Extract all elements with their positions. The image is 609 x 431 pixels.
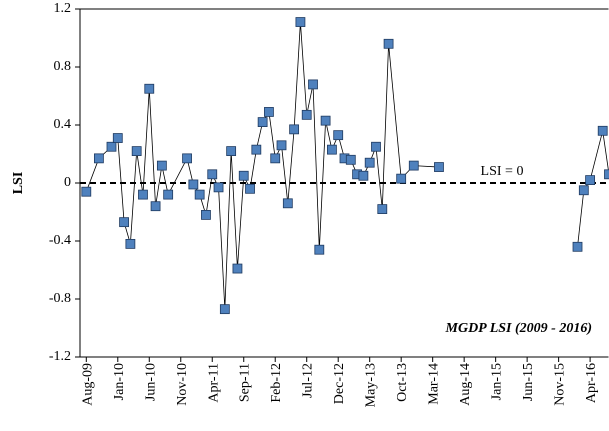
data-marker [358,170,369,181]
x-tick-label: Jun-15 [521,363,536,401]
x-tick-label: Jul-12 [301,363,316,398]
y-tick-label: 1.2 [54,1,72,16]
x-tick-label: May-13 [364,363,379,407]
data-marker [213,182,224,193]
data-marker [572,241,583,252]
data-marker [377,204,388,215]
data-marker [314,244,325,255]
x-tick-label: Aug-09 [80,363,95,406]
data-marker [182,153,192,164]
data-marker [232,263,243,274]
x-tick-label: Jun-10 [143,363,158,401]
y-tick-label: -0.4 [49,233,71,248]
data-marker [276,140,287,151]
data-marker [408,160,419,171]
zero-annotation: LSI = 0 [481,164,524,179]
data-marker [320,115,331,126]
x-tick-label: Dec-12 [332,363,347,404]
x-tick-label: Jan-15 [490,363,505,400]
y-tick-label: 0 [64,175,71,190]
x-tick-label: Sep-11 [238,363,253,402]
data-marker [238,170,249,181]
data-marker [327,144,337,155]
y-tick-label: 0.8 [54,59,72,74]
data-marker [150,201,161,212]
data-marker [163,189,174,200]
data-marker [131,146,142,157]
x-tick-label: Oct-13 [395,363,410,402]
data-marker [396,173,407,184]
data-marker [434,162,444,172]
data-marker [93,153,104,164]
series-line [85,22,439,310]
data-marker [106,141,117,152]
data-marker [245,183,255,194]
data-marker [207,169,218,180]
data-marker [119,217,129,228]
data-marker [138,189,148,200]
data-marker [295,17,306,27]
data-marker [597,125,608,136]
data-marker [226,146,237,157]
data-marker [270,153,281,164]
data-marker [81,186,92,197]
x-tick-label: Apr-11 [206,363,221,403]
data-marker [383,38,394,49]
data-marker [188,179,199,190]
data-marker [585,175,596,186]
x-tick-label: Mar-14 [427,363,442,405]
data-marker [345,154,356,165]
x-tick-label: Nov-10 [175,363,190,406]
x-tick-label: Jan-10 [112,363,127,400]
data-marker [257,117,268,127]
y-tick-label: -0.8 [49,291,71,306]
data-marker [364,157,375,168]
data-marker [264,107,274,117]
data-marker [144,83,155,94]
data-marker [604,169,609,180]
data-marker [301,109,312,120]
data-marker [282,198,293,209]
x-tick-label: Nov-15 [553,363,568,406]
chart-annotation: MGDP LSI (2009 - 2016) [445,321,592,336]
data-marker [333,130,344,141]
y-tick-label: -1.2 [49,349,71,364]
data-marker [219,304,230,315]
data-marker [194,189,205,200]
data-marker [251,144,262,155]
data-marker [112,133,123,143]
x-tick-label: Feb-12 [269,363,284,403]
x-tick-label: Aug-14 [458,363,473,406]
y-tick-label: 0.4 [54,117,72,132]
data-marker [201,209,211,220]
data-marker [125,238,136,249]
data-marker [156,160,167,171]
data-marker [371,141,381,152]
data-marker [289,124,300,135]
x-tick-label: Apr-16 [584,363,599,403]
data-marker [308,79,318,90]
data-marker [578,185,589,196]
y-axis-label: LSI [11,172,26,195]
